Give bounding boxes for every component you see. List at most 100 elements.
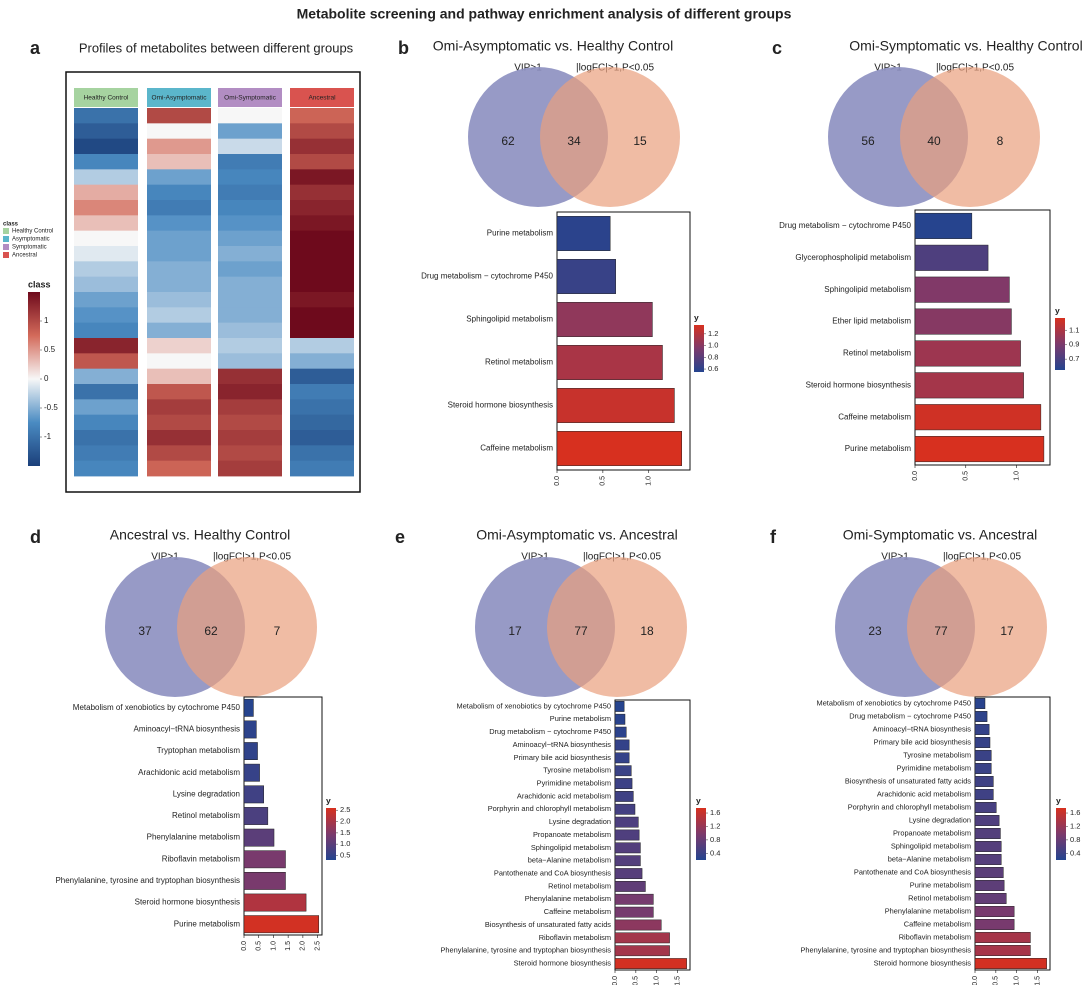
chart-title: Omi-Asymptomatic vs. Healthy Control	[433, 38, 673, 54]
set-label: VIP>1	[151, 552, 179, 563]
heatmap-cell	[290, 307, 354, 324]
heatmap-cell	[218, 184, 282, 201]
colorbar	[28, 292, 40, 466]
legend-label: Ancestral	[12, 253, 37, 259]
colorbar-tick-label: 0.9	[1069, 340, 1079, 349]
bar	[974, 763, 992, 774]
colorbar-tick-label: 0.6	[708, 364, 718, 373]
venn-count: 77	[574, 624, 588, 638]
colorbar-tick-label: 0.4	[710, 848, 720, 857]
heatmap-cell	[74, 123, 138, 140]
heatmap-cell	[147, 322, 211, 339]
legend-swatch	[3, 236, 9, 242]
heatmap-cell	[218, 200, 282, 216]
y-tick-label: Riboflavin metabolism	[899, 932, 971, 941]
y-tick-label: Lysine degradation	[909, 815, 971, 824]
x-tick-label: 1.0	[1013, 471, 1020, 481]
heatmap-cell	[147, 384, 211, 400]
y-tick-label: Aminoacyl−tRNA biosynthesis	[873, 724, 972, 733]
bar	[556, 216, 611, 251]
venn-count: 23	[868, 624, 882, 638]
heatmap-cell	[147, 353, 211, 370]
colorbar-tick-label: -1	[44, 432, 52, 441]
colorbar-tick-label: 1.6	[1070, 808, 1080, 817]
bar	[243, 785, 264, 804]
y-tick-label: Metabolism of xenobiotics by cytochrome …	[73, 703, 241, 712]
bar	[974, 711, 988, 722]
plot-frame	[556, 211, 691, 471]
colorbar-tick-label: 1.2	[710, 821, 720, 830]
colorbar-tick-label: 1.0	[708, 341, 718, 350]
y-tick-label: Porphyrin and chlorophyll metabolism	[848, 802, 971, 811]
x-tick-label: 1.0	[1014, 976, 1021, 985]
legend-label: Asymptomatic	[12, 237, 50, 243]
bar	[914, 308, 1012, 335]
y-tick-label: Caffeine metabolism	[480, 444, 553, 453]
heatmap-cell	[218, 338, 282, 354]
y-tick-label: Retinol metabolism	[485, 358, 553, 367]
venn-count: 15	[633, 134, 647, 148]
x-tick-label: 1.0	[270, 941, 277, 951]
colorbar-tick-label: 0.8	[708, 352, 718, 361]
heatmap-cell	[74, 384, 138, 400]
y-tick-label: Arachidonic acid metabolism	[517, 791, 611, 800]
heatmap-cell	[290, 261, 354, 278]
venn-count: 62	[501, 134, 515, 148]
y-tick-label: Pantothenate and CoA biosynthesis	[494, 869, 611, 878]
heatmap-cell	[290, 384, 354, 400]
heatmap-cell	[290, 154, 354, 170]
bar	[974, 880, 1005, 891]
venn-count: 37	[138, 624, 152, 638]
x-tick-label: 0.0	[241, 941, 248, 951]
bar	[243, 850, 286, 869]
column-header	[290, 88, 354, 107]
x-tick-label: 0.0	[912, 471, 919, 481]
bar	[974, 815, 1000, 826]
heatmap-cell	[147, 138, 211, 155]
y-tick-label: Steroid hormone biosynthesis	[806, 380, 911, 389]
y-tick-label: Retinol metabolism	[548, 881, 611, 890]
venn-count: 40	[927, 134, 941, 148]
bar	[914, 276, 1010, 303]
bar	[974, 828, 1001, 839]
colorbar-tick-label: 0.5	[44, 345, 56, 354]
bar	[974, 698, 986, 709]
x-tick-label: 2.5	[314, 941, 321, 951]
x-tick-label: 0.0	[972, 976, 979, 985]
heatmap-cell	[290, 246, 354, 262]
bar	[614, 829, 640, 841]
plot-frame	[914, 209, 1051, 466]
bar	[974, 919, 1015, 930]
heatmap-cell	[74, 184, 138, 201]
y-tick-label: Riboflavin metabolism	[539, 933, 611, 942]
x-tick-label: 1.5	[674, 976, 681, 985]
chart-title: Profiles of metabolites between differen…	[79, 40, 354, 55]
venn-set	[547, 557, 687, 697]
heatmap-cell	[290, 338, 354, 354]
bar	[614, 932, 670, 944]
bar	[614, 803, 636, 815]
x-tick-label: 0.0	[554, 476, 561, 486]
panel-label: d	[30, 527, 41, 547]
heatmap-cell	[147, 414, 211, 431]
heatmap-cell	[290, 230, 354, 247]
y-tick-label: Retinol metabolism	[843, 349, 911, 358]
heatmap-cell	[74, 246, 138, 262]
heatmap-cell	[74, 230, 138, 247]
heatmap-cell	[74, 276, 138, 293]
colorbar-tick-label: 1.6	[710, 808, 720, 817]
heatmap-cell	[218, 353, 282, 370]
heatmap-cell	[218, 276, 282, 293]
venn-count: 7	[274, 624, 281, 638]
heatmap-cell	[290, 215, 354, 232]
heatmap-cell	[218, 445, 282, 462]
bar	[614, 791, 634, 802]
heatmap-cell	[74, 353, 138, 370]
heatmap-cell	[218, 123, 282, 140]
y-tick-label: Arachidonic acid metabolism	[138, 768, 240, 777]
heatmap-cell	[74, 414, 138, 431]
heatmap-cell	[218, 169, 282, 186]
x-tick-label: 0.0	[612, 976, 619, 985]
chart-title: Omi-Symptomatic vs. Ancestral	[843, 527, 1038, 543]
x-tick-label: 1.5	[285, 941, 292, 951]
